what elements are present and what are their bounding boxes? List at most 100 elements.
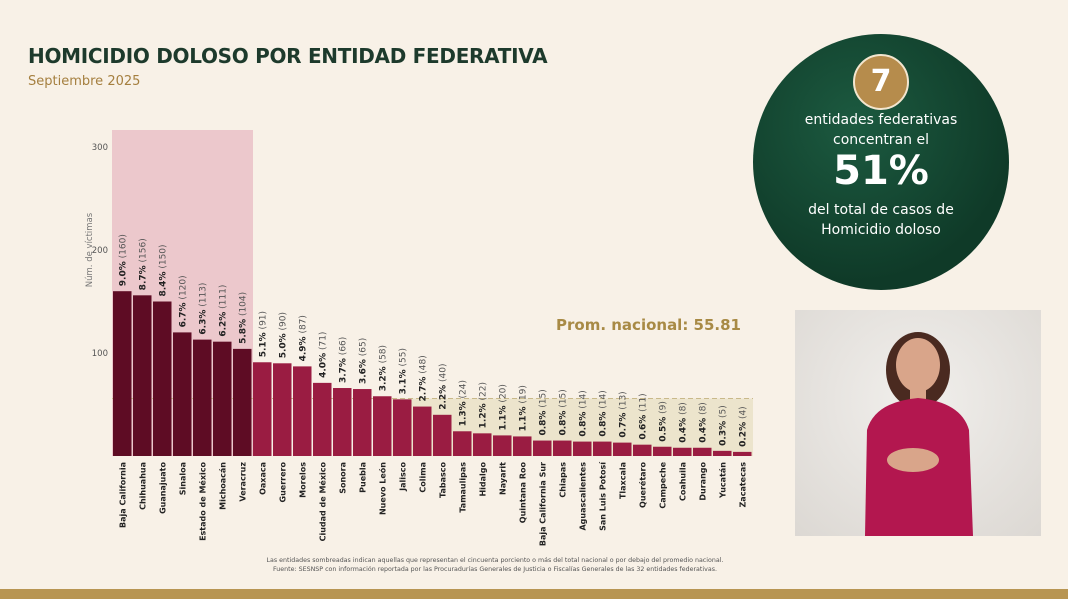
data-label: 4.9% (87) (298, 315, 308, 361)
bar (453, 431, 472, 456)
bar (633, 444, 652, 456)
interpreter-icon (865, 332, 973, 536)
bar (173, 332, 192, 456)
note-line: Las entidades sombreadas indican aquella… (266, 557, 724, 564)
data-label: 0.8% (14) (598, 390, 608, 436)
data-label: 0.6% (11) (638, 393, 648, 439)
interpreter-video (795, 310, 1041, 536)
bar (733, 451, 752, 456)
x-tick-label: Hidalgo (478, 462, 487, 497)
bar (373, 396, 392, 456)
y-tick-label: 300 (92, 143, 108, 153)
x-tick-label: Quintana Roo (518, 461, 527, 523)
data-label: 8.7% (156) (138, 238, 148, 290)
bar (513, 436, 532, 456)
data-label: 0.2% (4) (738, 406, 748, 447)
x-tick-label: Guerrero (278, 462, 287, 503)
x-tick-label: Nayarit (498, 462, 507, 495)
bar (473, 433, 492, 456)
x-tick-label: Colima (418, 462, 427, 493)
bar (213, 341, 232, 456)
data-label: 0.4% (8) (698, 402, 708, 443)
data-label: 0.5% (9) (658, 401, 668, 442)
data-label: 5.0% (90) (278, 312, 288, 358)
x-tick-label: Puebla (358, 462, 367, 493)
average-label: Prom. nacional: 55.81 (556, 316, 741, 334)
x-tick-label: Tamaulipas (458, 462, 467, 513)
x-tick-label: Querétaro (637, 462, 647, 508)
x-tick-label: Sonora (338, 462, 347, 494)
x-tick-label: Estado de México (197, 461, 207, 540)
bar (393, 399, 412, 456)
bar (273, 363, 292, 456)
highlight-text-top: entidades federativas concentran el (753, 110, 1009, 150)
data-label: 8.4% (150) (158, 244, 168, 296)
source-line: Fuente: SESNSP con información reportada… (273, 566, 717, 573)
highlight-circle: 7 entidades federativas concentran el 51… (753, 34, 1009, 290)
footnotes: Las entidades sombreadas indican aquella… (180, 556, 810, 574)
bar (413, 406, 432, 456)
bar (133, 295, 152, 456)
x-tick-label: Ciudad de México (317, 462, 327, 542)
below-average-shade (392, 398, 753, 456)
data-label: 6.7% (120) (178, 275, 188, 327)
data-label: 0.7% (13) (618, 391, 628, 437)
highlight-text-bottom: del total de casos de Homicidio doloso (753, 200, 1009, 240)
x-tick-label: Baja California (118, 462, 127, 528)
bar (673, 447, 692, 456)
x-tick-label: Sinaloa (178, 462, 187, 495)
footer-bar (0, 589, 1068, 599)
bar (713, 450, 732, 456)
x-tick-label: Oaxaca (258, 462, 267, 495)
bar (653, 446, 672, 456)
page-title: HOMICIDIO DOLOSO POR ENTIDAD FEDERATIVA (28, 44, 548, 68)
bar (153, 301, 172, 456)
bar (233, 348, 252, 456)
data-label: 4.0% (71) (318, 332, 328, 378)
data-label: 5.8% (104) (238, 292, 248, 344)
x-tick-label: Veracruz (238, 462, 247, 502)
highlight-line1: entidades federativas concentran el (804, 112, 958, 148)
bar (593, 441, 612, 456)
data-label: 0.3% (5) (718, 405, 728, 446)
bar (693, 447, 712, 456)
bar (313, 382, 332, 456)
y-tick-label: 200 (92, 246, 108, 256)
data-label: 5.1% (91) (258, 311, 268, 357)
data-label: 0.8% (15) (538, 389, 548, 435)
data-label: 9.0% (160) (118, 234, 128, 286)
bar (493, 435, 512, 456)
x-tick-label: Aguascalientes (578, 462, 587, 531)
bar (433, 414, 452, 456)
highlight-line2: del total de casos de Homicidio doloso (808, 202, 954, 238)
x-tick-label: Yucatán (718, 462, 727, 499)
data-label: 0.8% (15) (558, 389, 568, 435)
data-label: 6.3% (113) (198, 283, 208, 335)
x-tick-label: Nuevo León (377, 462, 387, 515)
page-subtitle: Septiembre 2025 (28, 74, 141, 89)
data-label: 2.2% (40) (438, 363, 448, 409)
bar (293, 366, 312, 456)
x-tick-label: Zacatecas (738, 462, 747, 508)
x-tick-label: San Luis Potosí (598, 461, 607, 531)
bar-chart: 100 200 300 Núm. de víctimas 9.0% (160) Baja … (85, 130, 753, 546)
bar (253, 362, 272, 456)
x-tick-label: Durango (698, 462, 707, 501)
data-label: 0.4% (8) (678, 402, 688, 443)
highlight-percent: 51% (833, 148, 929, 194)
bar (553, 440, 572, 456)
bar (533, 440, 552, 456)
x-tick-label: Tlaxcala (618, 462, 627, 499)
bar (353, 389, 372, 456)
bar (573, 441, 592, 456)
count-badge: 7 (853, 54, 909, 110)
x-tick-label: Guanajuato (158, 462, 167, 514)
x-tick-label: Coahuila (678, 462, 687, 501)
data-label: 1.3% (24) (458, 380, 468, 426)
x-tick-label: Jalisco (398, 461, 407, 491)
data-label: 1.1% (19) (518, 385, 528, 431)
data-label: 1.2% (22) (478, 382, 488, 428)
x-tick-label: Chiapas (558, 462, 567, 498)
data-label: 3.7% (66) (338, 337, 348, 383)
x-tick-label: Morelos (298, 462, 307, 498)
